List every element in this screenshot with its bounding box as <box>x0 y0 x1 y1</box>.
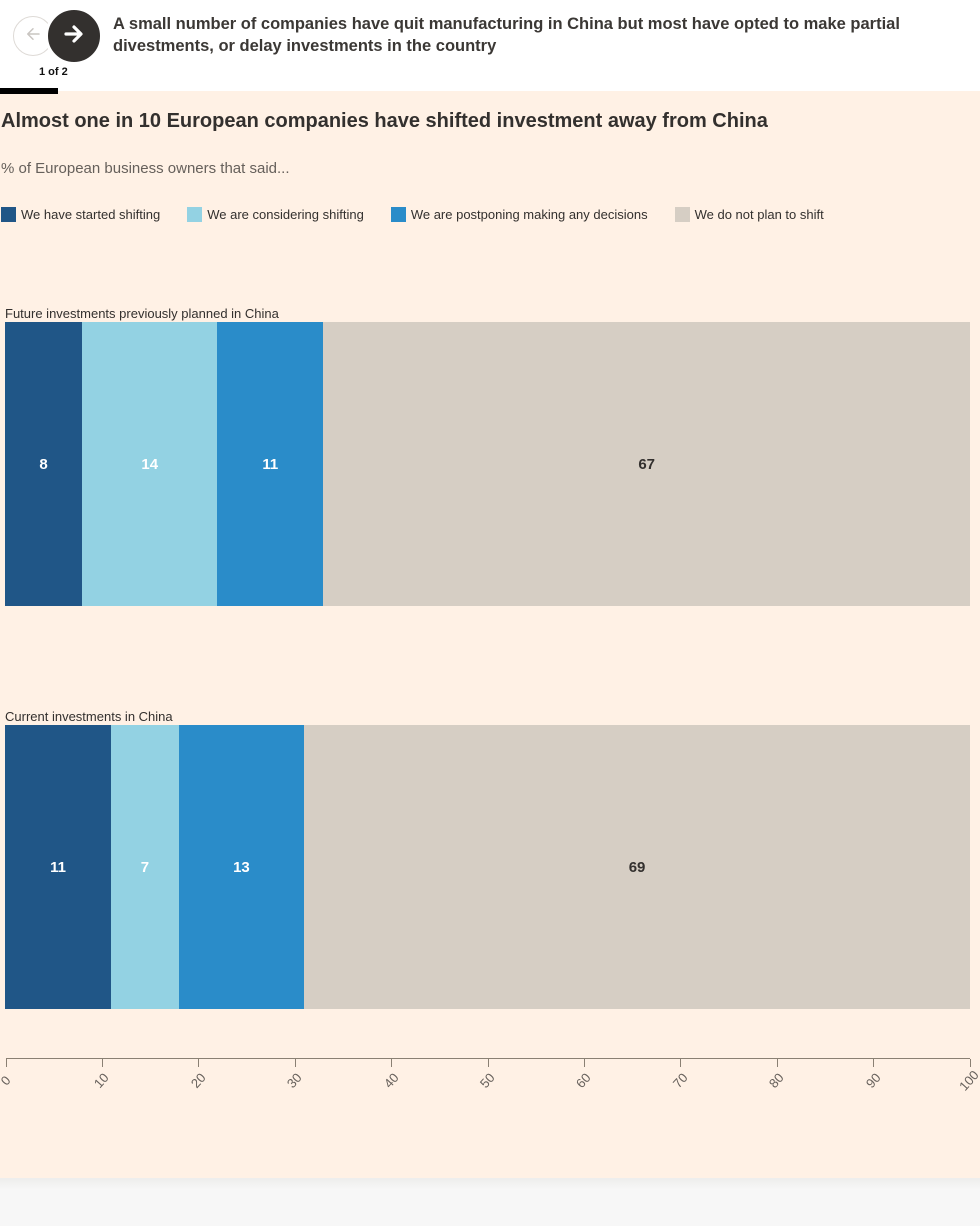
axis-tick-label: 40 <box>380 1070 402 1091</box>
legend-item: We are considering shifting <box>187 207 364 222</box>
axis-tick <box>583 1059 585 1067</box>
axis-tick-label: 50 <box>476 1070 498 1091</box>
axis-tick-label: 80 <box>766 1070 787 1091</box>
axis-tick-label: 10 <box>91 1070 113 1091</box>
axis-tick-label: 20 <box>187 1070 209 1091</box>
bars: Future investments previously planned in… <box>0 306 980 1009</box>
axis-tick-label: 30 <box>284 1070 305 1091</box>
chart: Almost one in 10 European companies have… <box>0 91 980 1178</box>
category-label: Current investments in China <box>5 709 173 724</box>
axis-tick <box>294 1059 296 1067</box>
story-headline: A small number of companies have quit ma… <box>113 15 900 55</box>
axis-tick <box>873 1059 875 1067</box>
bar-value-label: 14 <box>141 455 159 473</box>
axis-tick-label: 100 <box>956 1067 980 1094</box>
stacked-bar: 11 7 13 69 <box>5 725 970 1009</box>
legend-label: We are considering shifting <box>207 207 364 222</box>
stacked-bar: 8 14 11 67 <box>5 322 970 606</box>
footer-strip <box>0 1178 980 1226</box>
legend-swatch <box>674 207 690 222</box>
legend-swatch <box>390 207 406 222</box>
legend: We have started shifting We are consideri… <box>1 207 980 222</box>
axis-tick <box>101 1059 103 1067</box>
arrow-left-icon <box>24 25 42 48</box>
axis-tick <box>969 1059 971 1067</box>
bar-value-label: 67 <box>638 455 656 473</box>
bar-value-label: 7 <box>140 858 150 876</box>
axis-tick <box>776 1059 778 1067</box>
bar-value-label: 11 <box>262 455 279 473</box>
bar-segment: 13 <box>178 725 305 1009</box>
legend-label: We are postponing making any decisions <box>410 207 648 222</box>
chart-title: Almost one in 10 European companies have… <box>1 110 768 132</box>
bar-segment: 11 <box>5 725 112 1009</box>
axis-tick <box>487 1059 489 1067</box>
axis-tick-label: 0 <box>0 1072 14 1089</box>
bar-segment: 8 <box>5 322 83 606</box>
legend-swatch <box>187 207 203 222</box>
legend-label: We do not plan to shift <box>694 207 824 222</box>
header: 1 of 2 A small number of companies have … <box>0 0 980 91</box>
forward-button[interactable] <box>45 7 103 65</box>
axis-tick <box>391 1059 393 1067</box>
bar-segment: 69 <box>304 725 970 1009</box>
legend-label: We have started shifting <box>21 207 161 222</box>
chart-subtitle: % of European business owners that said.… <box>1 160 290 177</box>
bar-segment: 11 <box>217 322 324 606</box>
axis-tick-label: 70 <box>669 1070 691 1091</box>
bar-segment: 67 <box>323 322 970 606</box>
axis-tick-label: 90 <box>862 1070 884 1091</box>
axis-tick <box>680 1059 682 1067</box>
bar-group: Future investments previously planned in… <box>0 306 980 606</box>
legend-item: We do not plan to shift <box>674 207 824 222</box>
bar-value-label: 11 <box>50 858 66 876</box>
bar-group: Current investments in China 11 7 13 69 <box>0 709 980 1009</box>
axis-tick <box>5 1059 7 1067</box>
bar-value-label: 8 <box>39 455 48 473</box>
bar-value-label: 69 <box>628 858 646 876</box>
axis-tick <box>198 1059 200 1067</box>
legend-swatch <box>1 207 16 222</box>
bar-segment: 7 <box>111 725 179 1009</box>
bar-segment: 14 <box>82 322 218 606</box>
legend-item: We have started shifting <box>1 207 160 222</box>
story-progress-bar <box>0 88 58 94</box>
pagination-label: 1 of 2 <box>39 66 68 78</box>
category-label: Future investments previously planned in… <box>5 306 279 321</box>
axis-tick-label: 60 <box>573 1070 595 1091</box>
x-axis: 0 10 20 30 40 50 60 70 80 90 100 <box>0 1058 980 1103</box>
arrow-right-icon <box>62 22 86 51</box>
legend-item: We are postponing making any decisions <box>390 207 648 222</box>
bar-value-label: 13 <box>233 858 250 876</box>
